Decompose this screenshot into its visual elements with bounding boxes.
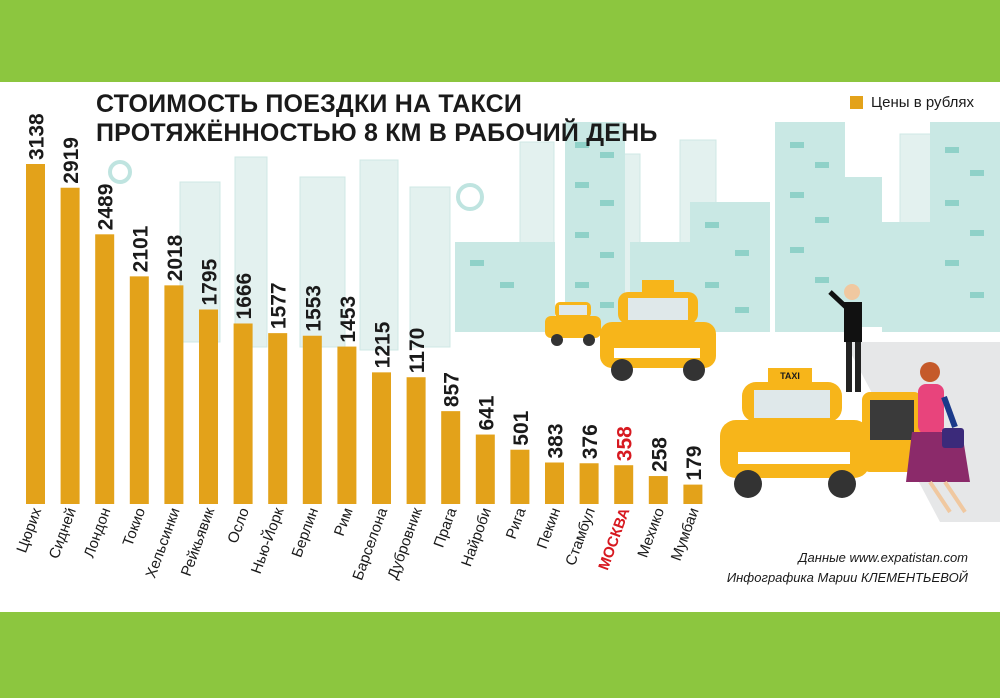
bar-chart: TAXI [13, 113, 1000, 583]
value-label-10: 1215 [372, 321, 395, 368]
category-label-8: Берлин [288, 506, 322, 560]
top-frame-band [0, 0, 1000, 82]
woman-figure [906, 362, 970, 514]
chart-title-line-1: СТОИМОСТЬ ПОЕЗДКИ НА ТАКСИ [96, 90, 523, 118]
value-label-4: 2018 [164, 234, 187, 281]
category-label-18: Мехико [634, 506, 668, 560]
source-line: Данные www.expatistan.com [798, 550, 968, 565]
value-label-14: 501 [510, 410, 533, 445]
category-label-7: Нью-Йорк [247, 505, 288, 576]
bar-7 [268, 333, 288, 504]
value-label-5: 1795 [199, 258, 222, 305]
legend-swatch [850, 96, 864, 109]
value-label-7: 1577 [268, 282, 291, 329]
legend: Цены в рублях [850, 94, 974, 111]
category-label-16: Стамбул [562, 506, 599, 568]
bar-5 [199, 309, 218, 504]
value-label-3: 2101 [129, 225, 152, 272]
value-label-6: 1666 [233, 273, 256, 320]
bar-13 [475, 434, 495, 504]
bar-14 [510, 449, 530, 504]
value-labels: 3138 2919 2489 2101 2018 1795 1666 1577 1553 1453… [26, 113, 706, 481]
value-label-2: 2489 [95, 184, 118, 231]
category-label-3: Токио [120, 506, 150, 549]
legend-label: Цены в рублях [871, 94, 974, 111]
value-label-9: 1453 [337, 296, 360, 343]
bar-12 [441, 411, 461, 504]
category-label-11: Дубровник [384, 505, 426, 581]
taxi-illustration: TAXI [545, 280, 970, 514]
category-label-19: Мумбаи [668, 506, 703, 564]
value-label-17: 358 [614, 426, 637, 461]
bar-8 [302, 335, 322, 504]
svg-text:TAXI: TAXI [780, 371, 800, 381]
bar-2 [95, 234, 115, 505]
category-label-5: Рейкьявик [178, 505, 219, 578]
bars [26, 164, 703, 505]
chart-title: СТОИМОСТЬ ПОЕЗДКИ НА ТАКСИ ПРОТЯЖЁННОСТЬ… [96, 90, 716, 148]
bar-3 [129, 276, 149, 504]
bar-19 [683, 484, 703, 504]
source-note: Данные www.expatistan.com Инфографика Ма… [727, 548, 968, 588]
bar-9 [337, 346, 357, 504]
chart-panel: TAXI [0, 82, 1000, 612]
value-label-8: 1553 [302, 285, 325, 332]
bar-0 [26, 164, 45, 504]
bar-11 [406, 377, 426, 504]
category-label-2: Лондон [81, 506, 115, 561]
chart-title-line-2: ПРОТЯЖЁННОСТЬЮ 8 КМ В РАБОЧИЙ ДЕНЬ [96, 119, 658, 147]
bar-6 [233, 323, 253, 504]
category-label-9: Рим [331, 506, 357, 539]
bar-1 [60, 187, 80, 504]
value-label-13: 641 [475, 395, 498, 430]
value-label-15: 383 [545, 423, 568, 458]
category-label-13: Найроби [458, 506, 495, 569]
category-label-12: Прага [430, 505, 460, 550]
value-label-1: 2919 [60, 137, 83, 184]
category-label-1: Сидней [46, 506, 80, 562]
bar-16 [579, 463, 599, 504]
category-label-6: Осло [224, 506, 252, 546]
bar-15 [545, 462, 564, 504]
author-line: Инфографика Марии КЛЕМЕНТЬЕВОЙ [726, 570, 968, 585]
category-label-0: Цюрих [13, 505, 45, 555]
bar-17 [614, 465, 634, 504]
value-label-19: 179 [683, 446, 706, 481]
value-label-18: 258 [648, 437, 671, 472]
category-label-4: Хельсинки [143, 506, 184, 581]
value-label-11: 1170 [406, 328, 429, 374]
map-pin-icon [108, 160, 484, 211]
man-figure [828, 284, 862, 392]
category-label-14: Рига [503, 505, 530, 541]
value-label-0: 3138 [26, 113, 49, 160]
bar-10 [372, 372, 391, 504]
bar-4 [164, 285, 184, 504]
category-label-17: МОСКВА [595, 505, 633, 572]
value-label-12: 857 [441, 372, 464, 407]
value-label-16: 376 [579, 424, 602, 459]
bar-18 [648, 476, 668, 504]
bottom-frame-band [0, 612, 1000, 698]
category-label-15: Пекин [534, 506, 564, 552]
category-labels: Цюрих Сидней Лондон ТокиоХельсинкиРейкьявик… [13, 505, 702, 583]
